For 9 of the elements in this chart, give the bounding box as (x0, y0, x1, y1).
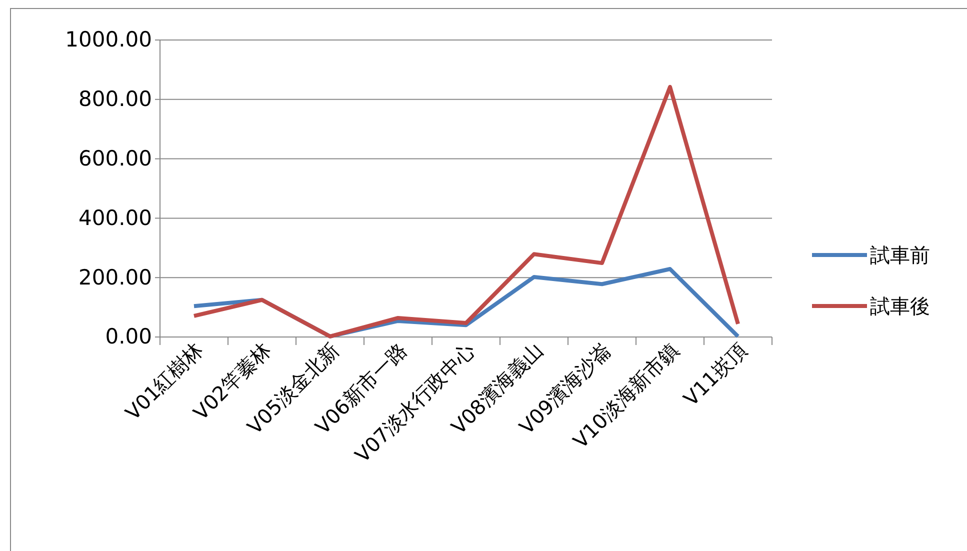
line-series (192, 84, 740, 338)
y-tick-label: 200.00 (78, 265, 152, 290)
legend-label: 試車後 (870, 294, 930, 318)
legend-label: 試車前 (870, 243, 930, 267)
y-tick-label: 1000.00 (65, 28, 152, 52)
y-tick-label: 0.00 (105, 324, 152, 349)
y-tick-label: 800.00 (78, 87, 152, 112)
y-tick-label: 600.00 (78, 146, 152, 171)
y-tick-label: 400.00 (78, 206, 152, 230)
